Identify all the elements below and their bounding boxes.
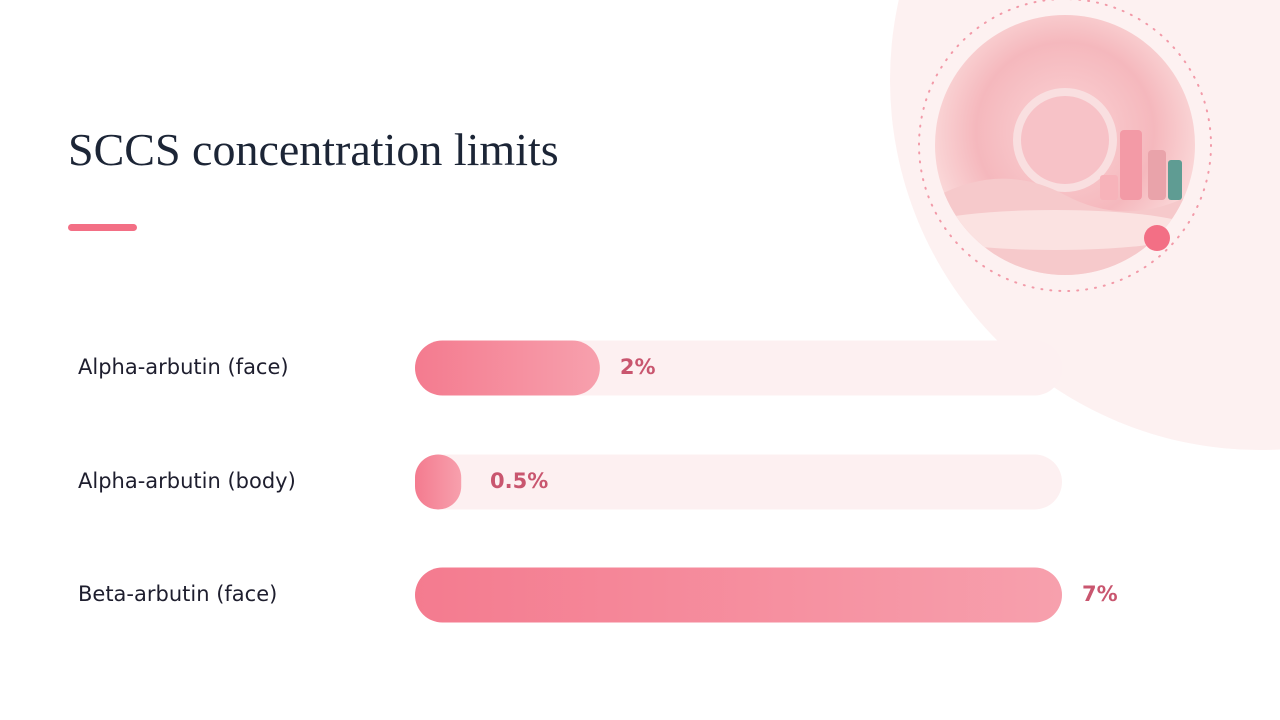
illustration	[935, 15, 1195, 275]
category-label: Alpha-arbutin (face)	[78, 355, 289, 379]
bar	[415, 567, 1062, 623]
bar	[415, 340, 600, 396]
chart-title: SCCS concentration limits	[68, 124, 559, 175]
value-label: 7%	[1082, 582, 1118, 606]
value-label: 2%	[620, 355, 656, 379]
bar-chart: Alpha-arbutin (face) 2% Alpha-arbutin (bod…	[78, 340, 1118, 623]
title-underline	[68, 224, 137, 231]
accent-dot	[1144, 225, 1170, 251]
dotted-ring	[918, 0, 1212, 292]
bar	[415, 454, 462, 510]
bar-track	[415, 454, 1062, 510]
category-label: Alpha-arbutin (body)	[78, 469, 296, 493]
category-label: Beta-arbutin (face)	[78, 582, 277, 606]
value-label: 0.5%	[490, 469, 548, 493]
